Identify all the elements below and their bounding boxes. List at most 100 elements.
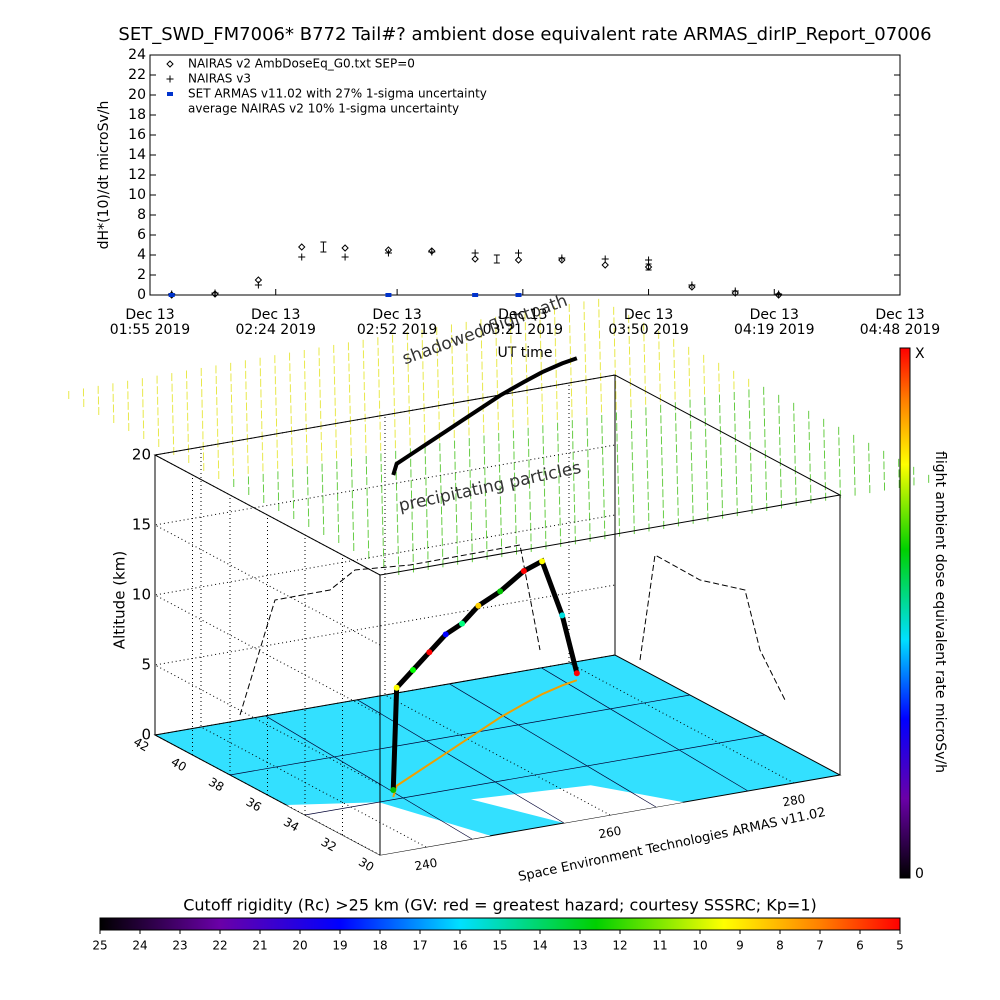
y-tick-label: 24 — [128, 47, 146, 63]
flight-point — [539, 558, 546, 565]
x-tick-label: Dec 13 — [251, 307, 300, 323]
colorbar-tick-label: 12 — [612, 939, 627, 953]
data-point — [341, 253, 349, 261]
data-point — [385, 293, 392, 297]
colorbar-tick-label: 20 — [292, 939, 307, 953]
x-axis-label: UT time — [498, 345, 553, 361]
x-tick-label: 03:21 2019 — [483, 322, 563, 338]
colorbar-tick-label: 22 — [212, 939, 227, 953]
x-tick-label: 01:55 2019 — [110, 322, 190, 338]
flight-point — [497, 588, 504, 595]
z-axis-label: Altitude (km) — [111, 551, 129, 649]
colorbar-tick-label: 25 — [92, 939, 107, 953]
data-point — [731, 289, 739, 297]
legend-marker — [167, 92, 173, 96]
grid-line — [200, 447, 427, 848]
flight-point — [520, 568, 527, 574]
flight-point — [459, 620, 466, 627]
y-tick-label: 20 — [128, 87, 146, 103]
cutoff-colorbar — [99, 917, 901, 931]
colorbar-tick-label: 11 — [652, 939, 667, 953]
colorbar-tick-label: 5 — [896, 939, 904, 953]
z-tick-label: 10 — [132, 586, 151, 604]
y-tick-label: 18 — [128, 107, 146, 123]
y-tick-label: 22 — [128, 67, 146, 83]
colorbar-tick-label: 10 — [692, 939, 707, 953]
data-point — [298, 243, 306, 251]
data-point — [775, 290, 783, 298]
data-point — [514, 256, 523, 264]
x-tick-label: Dec 13 — [498, 307, 547, 323]
data-point — [211, 289, 219, 297]
y-tick-label: 6 — [137, 227, 146, 243]
x-tick-label: Dec 13 — [750, 307, 799, 323]
z-tick-label: 0 — [141, 726, 151, 744]
data-point — [471, 249, 479, 257]
data-point — [471, 255, 479, 263]
data-point — [472, 293, 479, 297]
y-tick-label: 34 — [281, 815, 301, 835]
flight-point — [559, 612, 566, 619]
colorbar — [899, 347, 911, 879]
data-point — [254, 281, 262, 289]
shadowed-flightpath — [391, 356, 578, 476]
x-tick-label: Dec 13 — [125, 307, 174, 323]
legend-label: average NAIRAS v2 10% 1-sigma uncertaint… — [188, 102, 459, 116]
x-tick-label: 04:19 2019 — [734, 322, 814, 338]
grid-line — [568, 383, 795, 784]
x-tick-label: Dec 13 — [875, 307, 924, 323]
error-bar — [320, 241, 327, 253]
floor-shadow — [392, 679, 578, 798]
error-bar — [493, 254, 500, 264]
wall-profile — [639, 554, 786, 701]
colorbar-tick-label: 15 — [492, 939, 507, 953]
colorbar-tick-label: 18 — [372, 939, 387, 953]
colorbar-tick-label: 24 — [132, 939, 147, 953]
colorbar-tick-label: 19 — [332, 939, 347, 953]
map-mexico — [470, 785, 684, 823]
y-tick-label: 12 — [128, 167, 146, 183]
colorbar-tick-label: 21 — [252, 939, 267, 953]
data-point — [341, 244, 349, 252]
flight-point — [475, 602, 482, 609]
colorbar-tick-label: 14 — [532, 939, 547, 953]
z-tick-label: 20 — [132, 446, 151, 464]
legend-marker — [166, 75, 174, 83]
data-point — [515, 293, 522, 297]
y-tick-label: 10 — [128, 187, 146, 203]
legend-label: NAIRAS v3 — [188, 72, 251, 86]
colorbar-tick-label: 6 — [856, 939, 864, 953]
y-tick-label: 32 — [319, 835, 339, 855]
data-point — [514, 249, 522, 257]
flight-point — [393, 684, 400, 691]
colorbar-tick-label: 8 — [776, 939, 784, 953]
cutoff-colorbar-title: Cutoff rigidity (Rc) >25 km (GV: red = g… — [183, 896, 817, 915]
data-point — [688, 283, 696, 291]
y-tick-label: 40 — [169, 755, 189, 775]
x-tick-label: 280 — [781, 792, 806, 810]
data-point — [558, 254, 566, 262]
x-tick-label: 240 — [413, 856, 438, 874]
x-tick-label: Dec 13 — [624, 307, 673, 323]
y-tick-label: 30 — [356, 855, 376, 875]
data-point — [168, 293, 175, 297]
flight-path — [390, 557, 580, 791]
flight-point — [442, 631, 449, 638]
z-tick-label: 5 — [141, 656, 151, 674]
colorbar-tick-label: 13 — [572, 939, 587, 953]
y-axis-label: dH*(10)/dt microSv/h — [96, 101, 112, 250]
y-tick-label: 16 — [128, 127, 146, 143]
chart-title: SET_SWD_FM7006* B772 Tail#? ambient dose… — [118, 24, 931, 45]
data-point — [601, 261, 609, 269]
flight-point — [573, 670, 580, 677]
data-point — [645, 256, 653, 264]
flight-point — [410, 667, 416, 673]
wall-profile — [239, 544, 541, 716]
colorbar-tick-label: 9 — [736, 939, 744, 953]
legend-label: SET ARMAS v11.02 with 27% 1-sigma uncert… — [188, 87, 487, 101]
y-tick-label: 38 — [206, 775, 226, 795]
data-point — [601, 255, 609, 263]
map-border — [449, 683, 657, 808]
